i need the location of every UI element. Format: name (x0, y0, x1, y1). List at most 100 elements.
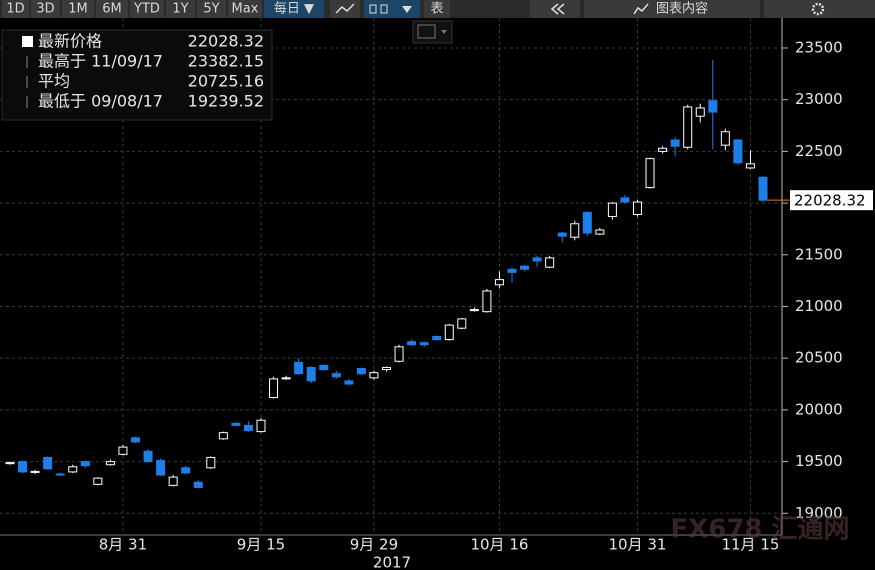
range-button[interactable] (197, 0, 226, 18)
legend-box (1, 29, 273, 121)
candle-body (5, 462, 15, 465)
last-price-label: 22028.32 (794, 192, 866, 210)
candle-body (331, 373, 341, 378)
candle-body (745, 163, 755, 169)
candle-body (105, 461, 115, 466)
table-label[interactable]: 表 (430, 2, 443, 17)
y-tick-label: 22500 (795, 142, 843, 160)
candle-body (118, 446, 128, 455)
chart-icon (633, 3, 649, 15)
candle-body (708, 100, 718, 113)
y-tick-label: 19000 (795, 504, 843, 522)
candle-body (356, 368, 366, 375)
range-label[interactable]: 6M (102, 2, 122, 17)
watermark: FX678 汇通网 (670, 515, 849, 545)
candle-body (482, 290, 492, 313)
candle-body (645, 158, 655, 189)
gear-icon (811, 2, 825, 16)
candle-body (582, 211, 592, 234)
candle-icon (369, 4, 377, 14)
y-tick-label: 19500 (795, 452, 843, 470)
candle-body (545, 257, 555, 268)
candle-body (168, 476, 178, 486)
range-button[interactable] (130, 0, 164, 18)
candle-body (494, 279, 504, 286)
candle-body (532, 257, 542, 262)
legend-value: 22028.32 (188, 32, 264, 51)
collapse-icon (550, 3, 565, 15)
candle-body (607, 202, 617, 218)
last-price-box (790, 190, 873, 211)
candle-body (444, 324, 454, 341)
x-tick-label: 9月 15 (237, 536, 285, 554)
candle-body (156, 460, 166, 476)
candle-body (281, 377, 291, 380)
y-tick-label: 23500 (795, 38, 843, 56)
range-button[interactable] (2, 0, 29, 18)
candle-body (670, 139, 680, 147)
candle-body (432, 335, 442, 341)
candle-body (306, 366, 316, 382)
candle-body (93, 477, 103, 485)
candle-body (231, 422, 241, 426)
chart-content-button[interactable] (584, 0, 760, 18)
chart-content-label[interactable]: 图表内容 (656, 1, 708, 17)
candle-body (407, 341, 417, 346)
collapse-button[interactable] (530, 0, 580, 18)
y-tick-label: 20000 (795, 400, 843, 418)
x-axis-label: 2017 (373, 554, 411, 570)
table-button[interactable] (424, 0, 450, 18)
candle-body (720, 131, 730, 146)
x-tick-label: 10月 31 (609, 536, 667, 554)
x-tick-label: 11月 15 (721, 536, 779, 554)
range-label[interactable]: 1M (68, 2, 88, 17)
range-label[interactable]: YTD (133, 2, 160, 17)
dropdown-icon (441, 30, 447, 34)
legend: 最新价格 22028.32 最高于 11/09/17 23382.15 平均 20725.… (22, 32, 264, 111)
candle-body (595, 229, 605, 235)
candle-body (733, 139, 743, 164)
candle-body (55, 473, 65, 476)
range-button[interactable] (62, 0, 94, 18)
range-button[interactable] (228, 0, 262, 18)
range-label[interactable]: 1D (6, 2, 24, 17)
legend-label: 平均 (38, 72, 70, 91)
candle-body (758, 176, 768, 201)
chart-type-button[interactable] (412, 20, 453, 44)
candle-body (30, 470, 40, 473)
x-tick-label: 9月 29 (350, 536, 398, 554)
candle-body (557, 232, 567, 237)
range-label[interactable]: 3D (36, 2, 54, 17)
frequency[interactable]: 每日 ▼ (274, 1, 314, 17)
candle-body (80, 461, 90, 467)
y-tick-label: 23000 (795, 90, 843, 108)
legend-value: 20725.16 (188, 72, 264, 91)
candle-body (419, 342, 429, 346)
range-button[interactable] (166, 0, 195, 18)
range-label[interactable]: 5Y (203, 2, 219, 17)
candle-body (469, 309, 479, 312)
legend-value: 23382.15 (188, 52, 264, 71)
x-tick-label: 8月 31 (99, 536, 147, 554)
candle-body (206, 456, 216, 469)
candle-body (658, 147, 668, 152)
range-button[interactable] (96, 0, 128, 18)
candle-body (143, 450, 153, 463)
candle-body (68, 466, 78, 473)
y-tick-label: 20500 (795, 349, 843, 367)
range-button[interactable] (31, 0, 60, 18)
candle-body (256, 419, 266, 433)
legend-label: 最新价格 (38, 32, 102, 51)
candle-body (18, 461, 28, 473)
frequency-button[interactable] (264, 0, 324, 18)
dropdown-icon (402, 6, 412, 13)
y-tick-label: 21000 (795, 297, 843, 315)
candle-chart-button[interactable] (364, 0, 420, 18)
candle-body (570, 223, 580, 238)
range-label[interactable]: 1Y (172, 2, 188, 17)
range-label[interactable]: Max (232, 2, 259, 17)
plot: 1900019500200002050021000215002200022500… (0, 18, 873, 554)
candle-body (181, 467, 191, 474)
candle-body (218, 432, 228, 440)
settings-button[interactable] (764, 0, 875, 18)
